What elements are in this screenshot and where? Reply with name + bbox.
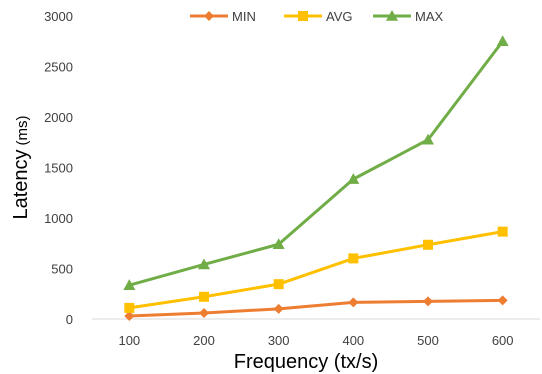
series-line-min <box>129 298 503 318</box>
legend: MIN AVG MAX <box>190 9 444 24</box>
x-tick-label: 500 <box>417 333 439 348</box>
y-axis-title-main: Latency <box>10 149 32 219</box>
series-line-avg <box>129 230 503 310</box>
data-point-max <box>347 173 360 184</box>
legend-label-min: MIN <box>232 9 256 24</box>
y-axis-title: Latency (ms) <box>10 115 32 219</box>
legend-marker-max <box>386 10 398 21</box>
y-tick-label: 2000 <box>44 110 73 125</box>
legend-marker-min <box>204 11 214 21</box>
series-avg <box>124 226 508 313</box>
y-tick-label: 3000 <box>44 9 73 24</box>
x-tick-label: 200 <box>193 333 215 348</box>
y-tick-label: 500 <box>51 262 73 277</box>
data-point-avg <box>273 279 284 290</box>
x-tick-label: 100 <box>118 333 140 348</box>
data-point-avg <box>423 239 433 250</box>
y-tick-label: 1500 <box>44 161 73 176</box>
legend-item-max: MAX <box>373 9 444 24</box>
legend-item-avg: AVG <box>284 9 353 24</box>
series-max <box>123 35 509 290</box>
legend-item-min: MIN <box>190 9 256 24</box>
y-tick-label: 0 <box>66 312 73 327</box>
x-axis-title: Frequency (tx/s) <box>234 351 378 373</box>
series-line-max <box>128 40 504 287</box>
data-point-min <box>497 295 508 306</box>
series-layer <box>123 35 509 321</box>
x-tick-label: 300 <box>268 333 290 348</box>
data-point-max <box>272 238 285 250</box>
data-point-min <box>273 303 284 314</box>
x-tick-label: 600 <box>492 333 514 348</box>
data-point-max <box>422 133 434 145</box>
data-point-min <box>199 307 209 318</box>
legend-label-avg: AVG <box>326 9 353 24</box>
series-min <box>124 295 508 321</box>
data-point-max <box>496 35 509 47</box>
data-point-avg <box>199 291 209 302</box>
x-axis-ticks: 100 200 300 400 500 600 <box>118 333 513 348</box>
legend-marker-avg <box>298 11 308 21</box>
data-point-max <box>123 279 136 290</box>
data-point-avg <box>348 253 359 264</box>
data-point-avg <box>124 302 135 313</box>
y-axis-title-unit: (ms) <box>14 115 31 145</box>
y-tick-label: 2500 <box>44 60 73 75</box>
data-point-min <box>124 310 135 321</box>
data-point-min <box>423 296 433 307</box>
data-point-max <box>198 258 210 270</box>
y-tick-label: 1000 <box>44 211 73 226</box>
data-point-avg <box>497 226 508 237</box>
y-axis-ticks: 0 500 1000 1500 2000 2500 3000 <box>44 9 73 327</box>
data-point-min <box>348 297 359 308</box>
x-tick-label: 400 <box>342 333 364 348</box>
legend-label-max: MAX <box>415 9 444 24</box>
